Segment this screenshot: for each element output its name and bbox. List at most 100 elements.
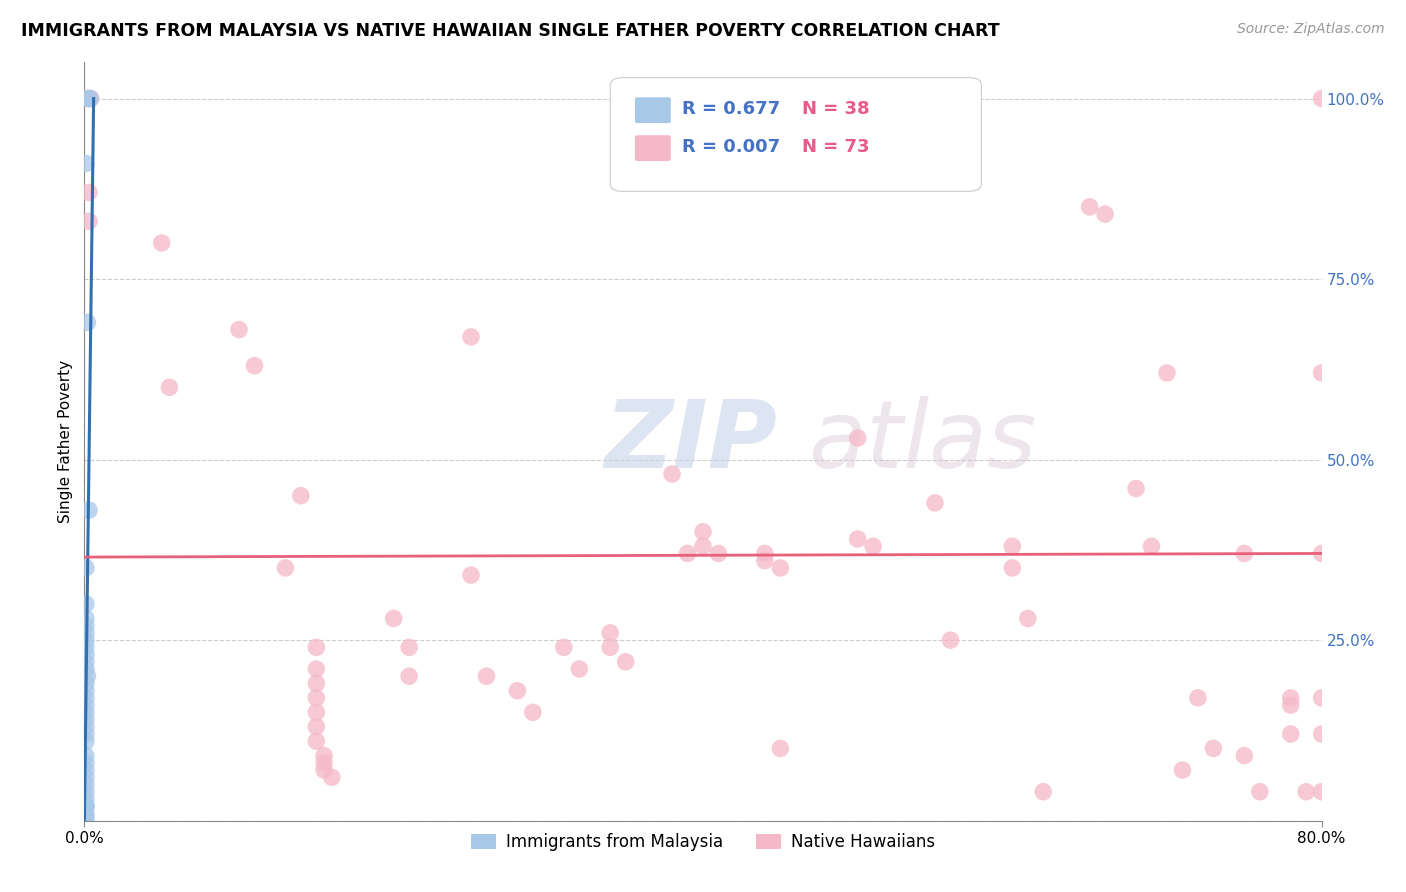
FancyBboxPatch shape	[636, 136, 671, 161]
Point	[77, 91, 100, 105]
Point	[75, 748, 97, 763]
Point	[1078, 200, 1101, 214]
Point	[1249, 785, 1271, 799]
Point	[305, 720, 328, 734]
Point	[305, 690, 328, 705]
Point	[754, 554, 776, 568]
Point	[1140, 539, 1163, 553]
Point	[75, 806, 97, 821]
Point	[75, 626, 97, 640]
Point	[75, 785, 97, 799]
Point	[1125, 482, 1147, 496]
Point	[599, 640, 621, 655]
Point	[75, 778, 97, 792]
Point	[159, 380, 180, 394]
Point	[754, 546, 776, 560]
Point	[75, 690, 97, 705]
Point	[1032, 785, 1054, 799]
Point	[312, 756, 335, 770]
Point	[846, 532, 869, 546]
Point	[75, 810, 97, 824]
Point	[75, 799, 97, 814]
Point	[75, 756, 97, 770]
Point	[150, 235, 173, 250]
Point	[305, 706, 328, 720]
Y-axis label: Single Father Poverty: Single Father Poverty	[58, 360, 73, 523]
Point	[1202, 741, 1225, 756]
Point	[290, 489, 312, 503]
Text: R = 0.007: R = 0.007	[682, 138, 780, 156]
Text: R = 0.677: R = 0.677	[682, 101, 780, 119]
Point	[75, 763, 97, 777]
Point	[475, 669, 498, 683]
Point	[75, 770, 97, 784]
Text: ZIP: ZIP	[605, 395, 778, 488]
Point	[75, 640, 97, 655]
Point	[75, 799, 97, 814]
Point	[75, 633, 97, 648]
Point	[243, 359, 266, 373]
Point	[76, 669, 98, 683]
Point	[75, 611, 97, 625]
Point	[321, 770, 343, 784]
Point	[692, 524, 714, 539]
Point	[305, 662, 328, 676]
Point	[846, 431, 869, 445]
Point	[228, 323, 250, 337]
Text: N = 73: N = 73	[801, 138, 869, 156]
Point	[398, 640, 420, 655]
Text: atlas: atlas	[808, 396, 1036, 487]
Point	[522, 706, 544, 720]
Point	[769, 741, 792, 756]
Point	[77, 503, 100, 517]
Point	[1310, 366, 1333, 380]
Point	[77, 214, 100, 228]
Point	[75, 655, 97, 669]
Point	[676, 546, 699, 560]
Point	[274, 561, 297, 575]
Point	[75, 698, 97, 712]
Point	[460, 330, 482, 344]
Point	[661, 467, 683, 481]
Legend: Immigrants from Malaysia, Native Hawaiians: Immigrants from Malaysia, Native Hawaiia…	[464, 827, 942, 858]
Point	[924, 496, 946, 510]
Point	[312, 763, 335, 777]
Text: Source: ZipAtlas.com: Source: ZipAtlas.com	[1237, 22, 1385, 37]
Text: IMMIGRANTS FROM MALAYSIA VS NATIVE HAWAIIAN SINGLE FATHER POVERTY CORRELATION CH: IMMIGRANTS FROM MALAYSIA VS NATIVE HAWAI…	[21, 22, 1000, 40]
Point	[75, 156, 97, 170]
Point	[75, 720, 97, 734]
Point	[1156, 366, 1178, 380]
Point	[75, 662, 97, 676]
Point	[1233, 546, 1256, 560]
Point	[75, 676, 97, 690]
Point	[769, 561, 792, 575]
Point	[312, 748, 335, 763]
Point	[460, 568, 482, 582]
Point	[77, 186, 100, 200]
Point	[75, 648, 97, 662]
Point	[1171, 763, 1194, 777]
Point	[75, 561, 97, 575]
Point	[305, 640, 328, 655]
Point	[75, 706, 97, 720]
Point	[568, 662, 591, 676]
Point	[692, 539, 714, 553]
Point	[1310, 546, 1333, 560]
Point	[553, 640, 575, 655]
Point	[1001, 561, 1024, 575]
Point	[75, 618, 97, 632]
Point	[1310, 91, 1333, 105]
Point	[862, 539, 884, 553]
FancyBboxPatch shape	[636, 97, 671, 123]
Point	[305, 734, 328, 748]
Point	[75, 799, 97, 814]
Point	[1310, 727, 1333, 741]
Point	[76, 315, 98, 329]
Point	[1279, 698, 1302, 712]
Point	[599, 626, 621, 640]
Point	[79, 91, 101, 105]
Point	[707, 546, 730, 560]
Point	[1295, 785, 1317, 799]
Point	[614, 655, 637, 669]
Point	[939, 633, 962, 648]
